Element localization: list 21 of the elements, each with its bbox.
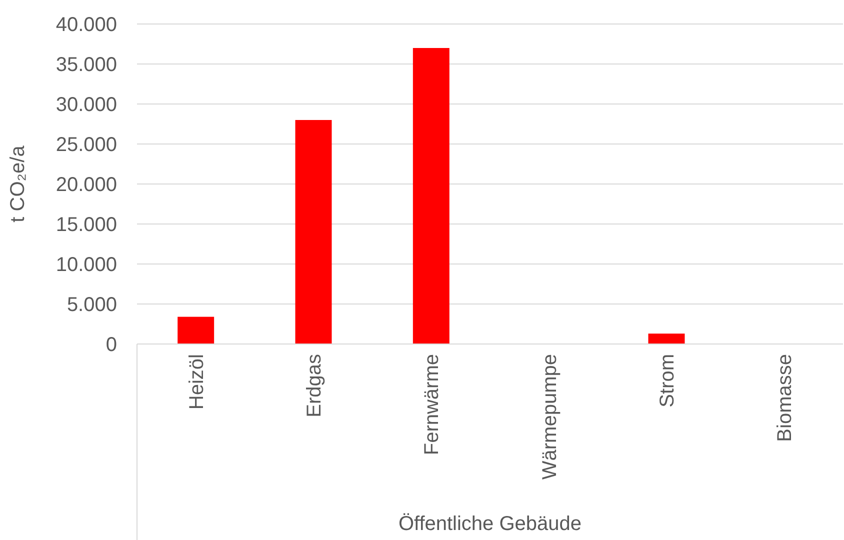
y-tick-label: 25.000	[56, 134, 117, 156]
y-tick-label: 15.000	[56, 214, 117, 236]
bar	[412, 48, 450, 344]
x-tick-label: Heizöl	[186, 354, 208, 410]
bar	[295, 120, 332, 344]
y-tick-label: 0	[106, 334, 117, 356]
y-tick-label: 20.000	[56, 174, 117, 196]
x-tick-label: Strom	[656, 354, 678, 408]
x-tick-label: Erdgas	[304, 354, 326, 418]
x-tick-label: Biomasse	[774, 354, 796, 442]
x-tick-label: Fernwärme	[421, 354, 444, 456]
y-axis-title: t CO₂e/a	[7, 144, 29, 222]
y-tick-label: 35.000	[56, 54, 117, 76]
y-tick-label: 30.000	[56, 94, 117, 116]
y-tick-label: 40.000	[56, 14, 117, 36]
y-tick-label: 5.000	[66, 294, 117, 316]
bar	[178, 316, 214, 344]
x-axis-title: Öffentliche Gebäude	[398, 513, 582, 535]
y-tick-label: 10.000	[56, 254, 117, 276]
x-tick-label: Wärmepumpe	[538, 354, 561, 480]
bar	[648, 334, 685, 344]
